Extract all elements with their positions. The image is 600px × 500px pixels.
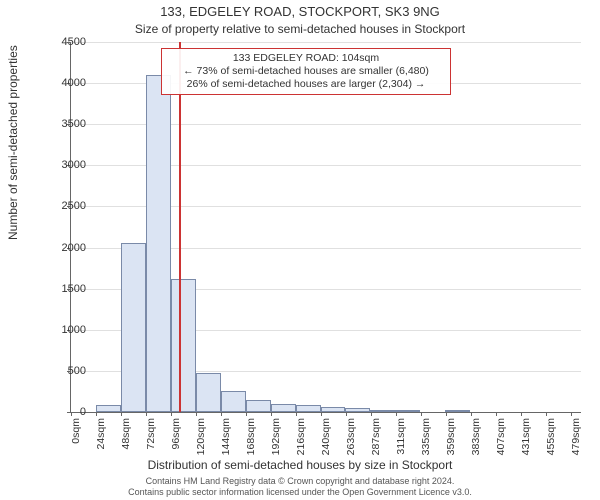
annotation-box: 133 EDGELEY ROAD: 104sqm← 73% of semi-de… [161,48,451,95]
x-tick-label: 455sqm [545,418,557,460]
x-tick-label: 335sqm [420,418,432,460]
x-tick-label: 216sqm [295,418,307,460]
annotation-line1: 133 EDGELEY ROAD: 104sqm [168,52,444,65]
y-axis-label: Number of semi-detached properties [6,45,20,240]
histogram-bar [96,405,121,412]
y-tick-label: 2500 [36,200,86,212]
x-tick-label: 120sqm [195,418,207,460]
chart-container: 133, EDGELEY ROAD, STOCKPORT, SK3 9NG Si… [0,0,600,500]
x-tick-label: 24sqm [95,418,107,460]
chart-subtitle: Size of property relative to semi-detach… [0,22,600,36]
histogram-bar [445,410,470,412]
y-tick-label: 4000 [36,77,86,89]
x-tick-label: 48sqm [120,418,132,460]
y-tick-label: 500 [36,365,86,377]
histogram-bar [196,373,221,412]
y-tick-label: 1500 [36,283,86,295]
x-tick-label: 0sqm [70,418,82,460]
marker-line [179,42,181,412]
x-tick-label: 383sqm [470,418,482,460]
y-tick-label: 3000 [36,159,86,171]
plot-area: 133 EDGELEY ROAD: 104sqm← 73% of semi-de… [70,42,581,413]
annotation-line3: 26% of semi-detached houses are larger (… [168,78,444,91]
histogram-bar [321,407,345,412]
x-tick-label: 479sqm [570,418,582,460]
x-tick-label: 287sqm [370,418,382,460]
y-tick-label: 4500 [36,36,86,48]
histogram-bar [395,410,420,412]
histogram-bar [296,405,321,412]
histogram-bar [121,243,146,412]
x-tick-label: 144sqm [220,418,232,460]
histogram-bar [171,279,196,412]
histogram-bar [246,400,271,412]
histogram-bar [370,410,395,412]
histogram-bar [146,75,171,412]
x-tick-label: 359sqm [445,418,457,460]
x-axis-label: Distribution of semi-detached houses by … [0,458,600,472]
x-tick-label: 431sqm [520,418,532,460]
x-tick-label: 192sqm [270,418,282,460]
y-tick-label: 0 [36,406,86,418]
x-tick-label: 96sqm [170,418,182,460]
histogram-bar [271,404,296,412]
histogram-bar [345,408,370,412]
gridline [71,42,581,43]
footer-attribution: Contains HM Land Registry data © Crown c… [0,476,600,498]
x-tick-label: 240sqm [320,418,332,460]
x-tick-label: 407sqm [495,418,507,460]
chart-title: 133, EDGELEY ROAD, STOCKPORT, SK3 9NG [0,4,600,19]
footer-line1: Contains HM Land Registry data © Crown c… [0,476,600,487]
y-tick-label: 1000 [36,324,86,336]
histogram-bar [221,391,246,412]
x-tick-label: 72sqm [145,418,157,460]
x-tick-label: 263sqm [345,418,357,460]
x-tick-label: 168sqm [245,418,257,460]
annotation-line2: ← 73% of semi-detached houses are smalle… [168,65,444,78]
y-tick-label: 3500 [36,118,86,130]
x-tick-label: 311sqm [395,418,407,460]
footer-line2: Contains public sector information licen… [0,487,600,498]
y-tick-label: 2000 [36,242,86,254]
